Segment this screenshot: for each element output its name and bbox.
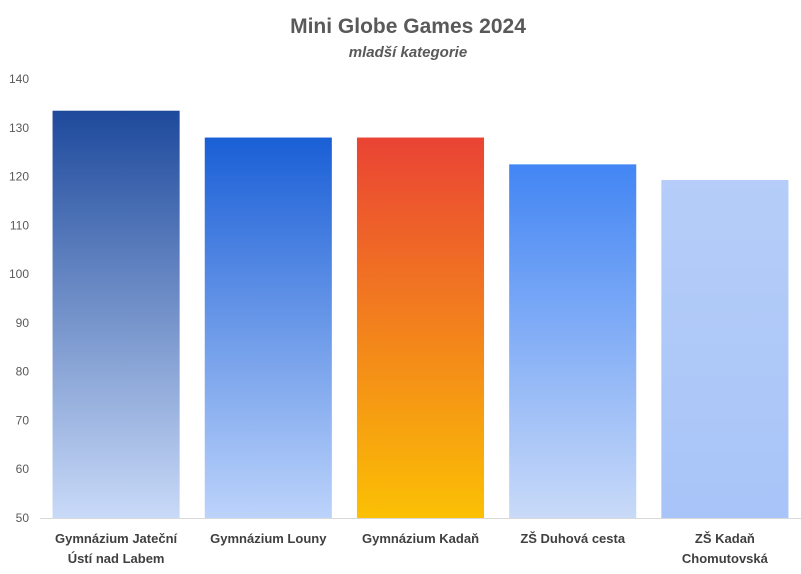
y-tick-label: 70: [16, 413, 30, 427]
bar: [661, 179, 789, 518]
y-tick-label: 50: [16, 511, 30, 525]
y-axis: 50 60 70 80 90 100 110 120 130 140: [9, 72, 29, 525]
y-tick-label: 90: [16, 316, 30, 330]
y-tick-label: 110: [10, 218, 29, 232]
x-axis-labels: Gymnázium Jateční Ústí nad Labem Gymnázium…: [55, 531, 769, 566]
x-category-label: ZŠ Kadaň: [695, 531, 755, 546]
bar: [509, 164, 637, 518]
y-tick-label: 80: [16, 365, 30, 379]
y-tick-label: 120: [9, 170, 29, 184]
x-category-label: Gymnázium Kadaň: [362, 531, 479, 546]
bars: [52, 110, 789, 519]
bar: [356, 137, 485, 519]
chart-title: Mini Globe Games 2024: [290, 15, 526, 38]
x-category-label: Ústí nad Labem: [68, 551, 165, 566]
y-tick-label: 140: [9, 72, 29, 86]
x-category-label: Gymnázium Louny: [210, 531, 327, 546]
y-tick-label: 130: [9, 121, 29, 135]
bar: [52, 110, 180, 518]
y-tick-label: 60: [16, 462, 30, 476]
x-category-label: Chomutovská: [682, 551, 769, 566]
x-category-label: Gymnázium Jateční: [55, 531, 177, 546]
y-tick-label: 100: [9, 267, 29, 281]
bar: [204, 137, 332, 519]
x-category-label: ZŠ Duhová cesta: [520, 531, 626, 546]
chart-subtitle: mladší kategorie: [349, 44, 467, 61]
